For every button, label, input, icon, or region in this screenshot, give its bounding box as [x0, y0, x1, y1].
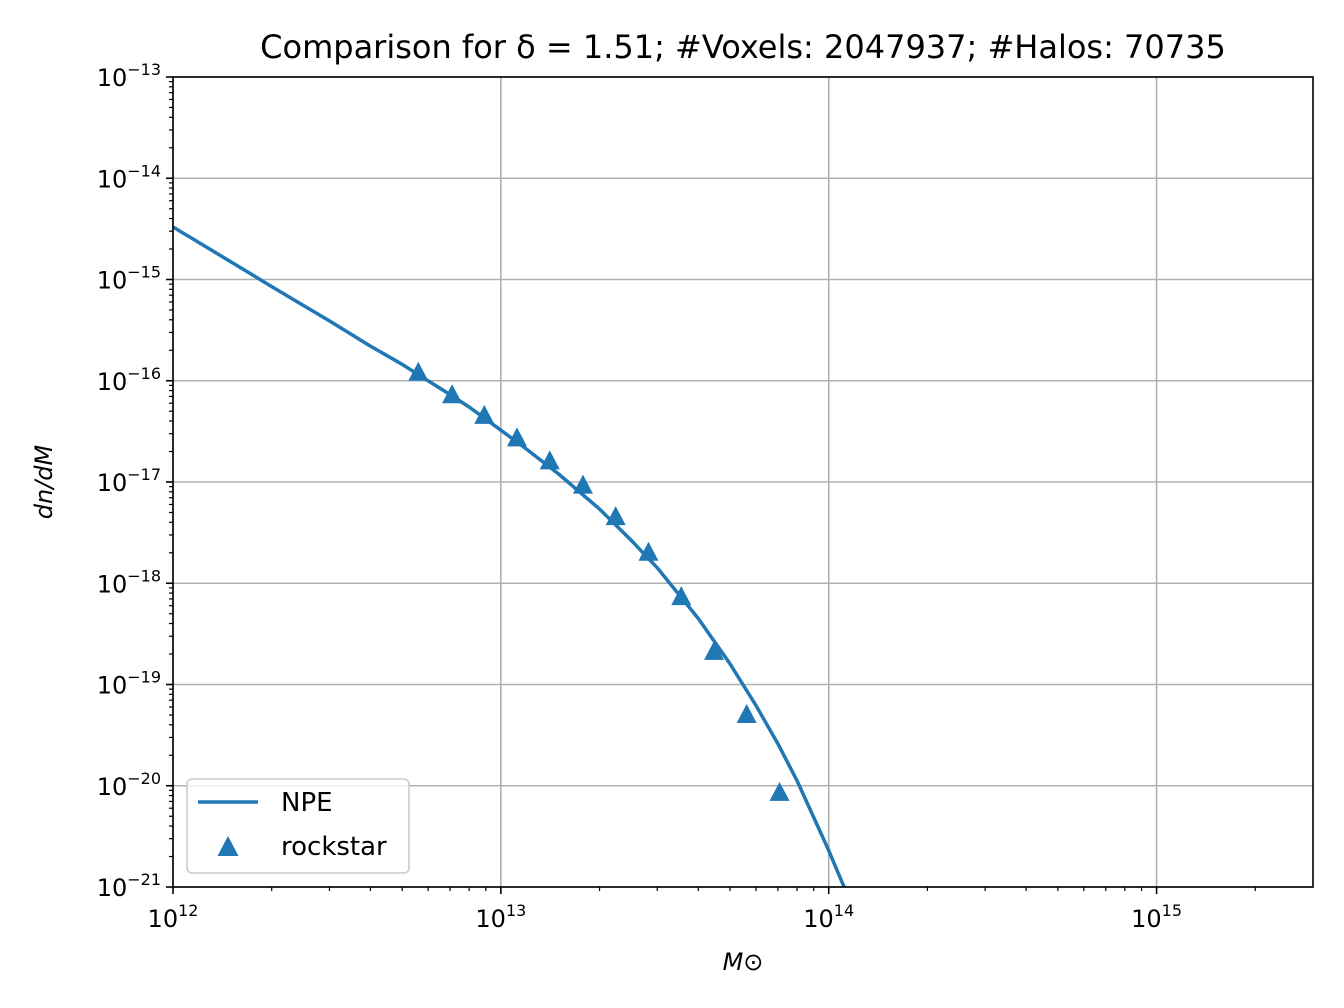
legend-rockstar-label: rockstar	[281, 832, 387, 862]
rockstar-point	[736, 703, 757, 723]
rockstar-point	[605, 506, 626, 526]
major-ticks	[166, 76, 1158, 894]
npe-series-line	[173, 225, 847, 887]
rockstar-point	[506, 427, 527, 447]
x-axis-label: M⊙	[723, 948, 764, 976]
x-tick-labels: 1012 1013 1014 1015	[148, 901, 1182, 933]
rockstar-point	[442, 384, 463, 404]
x-tick-label: 1012	[148, 901, 199, 933]
y-tick-label: 10−19	[97, 668, 161, 700]
marker-layer	[408, 361, 790, 801]
series-layer	[173, 225, 847, 887]
y-tick-label: 10−17	[97, 465, 161, 497]
y-tick-labels: 10−13 10−14 10−15 10−16 10−17 10−18 10−19 10−20…	[97, 60, 161, 902]
rockstar-point	[474, 404, 495, 424]
y-tick-label: 10−14	[97, 161, 161, 193]
y-tick-label: 10−18	[97, 566, 161, 598]
legend: NPE rockstar	[186, 778, 410, 874]
plot-frame	[172, 76, 1314, 888]
y-tick-label: 10−21	[97, 870, 161, 902]
legend-rockstar-marker	[217, 836, 239, 856]
rockstar-point	[769, 781, 790, 801]
y-tick-label: 10−16	[97, 364, 161, 396]
chart-title: Comparison for δ = 1.51; #Voxels: 204793…	[260, 28, 1226, 66]
x-tick-label: 1014	[803, 901, 854, 933]
rockstar-point	[704, 640, 725, 660]
y-axis-label: dn/dM	[30, 444, 58, 519]
rockstar-point	[539, 450, 560, 470]
y-tick-label: 10−15	[97, 263, 161, 295]
rockstar-point	[638, 541, 659, 561]
y-tick-label: 10−20	[97, 769, 161, 801]
legend-npe-label: NPE	[281, 788, 333, 818]
rockstar-point	[408, 361, 429, 381]
x-tick-label: 1013	[475, 901, 526, 933]
y-tick-label: 10−13	[97, 60, 161, 92]
rockstar-point	[671, 586, 692, 606]
x-tick-label: 1015	[1131, 901, 1182, 933]
rockstar-point	[572, 474, 593, 494]
